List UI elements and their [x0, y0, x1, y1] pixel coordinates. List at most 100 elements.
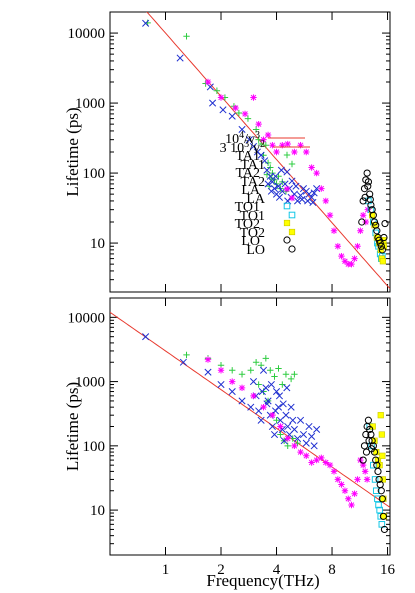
bottom-point-lo [368, 437, 376, 445]
bottom-point-la [338, 481, 345, 488]
panel-bottom: 10 100 1000 10000 1 2 4 8 16 Lifetime (ps) 3 103/v… [63, 139, 396, 579]
top-point-ta2 [264, 180, 272, 188]
bottom-point-to1 [372, 487, 380, 495]
bottom-point-lo [364, 416, 373, 424]
top-point-ta1 [265, 182, 273, 190]
top-point-ta1 [244, 115, 252, 122]
bottom-legend-label-lo: LO [246, 243, 265, 258]
top-point-la [273, 148, 280, 156]
bottom-point-ta2 [297, 416, 305, 424]
top-point-lo [364, 178, 373, 186]
top-legend-fit-label: 104/v3 [225, 130, 260, 148]
top-point-ta2 [266, 172, 274, 180]
top-point-la [322, 197, 329, 205]
bottom-point-ta2 [282, 411, 290, 419]
bottom-point-ta1 [277, 431, 284, 438]
top-point-la [362, 218, 370, 226]
bottom-point-la [334, 476, 342, 483]
bottom-point-to2 [378, 431, 385, 438]
top-y-tick-label: 10 [90, 236, 105, 252]
bottom-point-to2 [377, 412, 384, 419]
top-point-lo [376, 239, 384, 247]
bottom-point-ta2 [258, 387, 266, 396]
top-point-ta2 [304, 197, 312, 205]
top-point-la [264, 131, 272, 139]
bottom-point-la [351, 490, 358, 497]
top-point-la [269, 142, 276, 149]
bottom-point-ta2 [267, 380, 275, 389]
top-point-ta2 [309, 198, 317, 207]
bottom-point-la [363, 476, 371, 483]
bottom-point-ta1 [229, 367, 236, 374]
bottom-legend-marker-ta2 [288, 177, 296, 185]
top-point-ta2 [257, 151, 265, 159]
bottom-point-la [308, 459, 315, 466]
bottom-point-ta1 [273, 417, 280, 424]
top-point-la [284, 140, 291, 148]
top-point-la [341, 258, 349, 265]
top-point-ta2 [298, 195, 306, 203]
bottom-point-ta1 [183, 351, 190, 359]
bottom-point-la [354, 476, 361, 483]
bottom-data-layer [110, 311, 390, 534]
bottom-point-ta2 [238, 397, 246, 405]
bottom-point-lo [377, 487, 385, 495]
top-y-tick-label: 1000 [75, 96, 105, 112]
top-point-la [308, 164, 315, 171]
bottom-point-la [359, 461, 367, 469]
top-point-la [217, 94, 225, 101]
top-legend-marker-lo [283, 236, 291, 244]
bottom-point-lo [366, 425, 374, 434]
top-point-ta2 [310, 189, 318, 197]
bottom-point-la [238, 384, 246, 392]
top-point-la [313, 169, 320, 177]
bottom-point-ta2 [270, 430, 279, 439]
bottom-point-to1 [375, 501, 382, 509]
top-point-ta2 [274, 182, 283, 190]
top-point-ta2 [292, 182, 300, 190]
bottom-point-ta1 [284, 442, 291, 450]
bottom-point-la [348, 501, 355, 509]
top-point-la [279, 142, 286, 149]
top-point-la [297, 142, 304, 149]
bottom-legend-marker-to1 [288, 211, 296, 219]
bottom-point-la [313, 456, 320, 464]
top-legend-label-ta2: TA2 [235, 166, 260, 181]
bottom-plot-frame [109, 297, 391, 556]
bottom-point-ta2 [255, 407, 263, 415]
top-y-axis-label: Lifetime (ps) [63, 107, 82, 196]
bottom-point-lo [379, 512, 388, 520]
bottom-point-la [217, 367, 225, 374]
top-point-ta2 [277, 166, 285, 174]
bottom-point-ta2 [228, 387, 236, 396]
top-y-tick-label: 10000 [68, 26, 106, 42]
top-point-lo [367, 201, 375, 209]
top-point-lo [358, 218, 366, 226]
top-legend-marker-ta1 [283, 151, 291, 159]
bottom-point-la [318, 454, 325, 462]
bottom-point-to1 [376, 506, 383, 514]
top-point-lo [369, 211, 377, 219]
top-point-ta1 [183, 33, 190, 40]
top-point-la [348, 260, 355, 268]
bottom-point-ta2 [272, 387, 281, 396]
top-point-la [232, 104, 239, 112]
top-point-ta2 [219, 106, 227, 114]
bottom-point-ta2 [179, 358, 187, 366]
top-legend-marker-to1 [283, 202, 291, 210]
x-tick-label: 4 [273, 562, 281, 578]
top-point-lo [363, 169, 371, 177]
top-point-ta2 [293, 197, 302, 205]
bottom-point-ta2 [247, 403, 255, 411]
bottom-point-lo [360, 442, 369, 450]
x-tick-label: 8 [328, 562, 336, 578]
top-point-lo [380, 233, 388, 242]
bottom-fit-line [110, 311, 390, 508]
bottom-point-la [322, 459, 329, 466]
top-point-la [303, 148, 310, 156]
top-point-ta2 [245, 136, 253, 144]
top-legend-label-la: LA [241, 183, 261, 198]
bottom-point-ta2 [302, 439, 310, 447]
